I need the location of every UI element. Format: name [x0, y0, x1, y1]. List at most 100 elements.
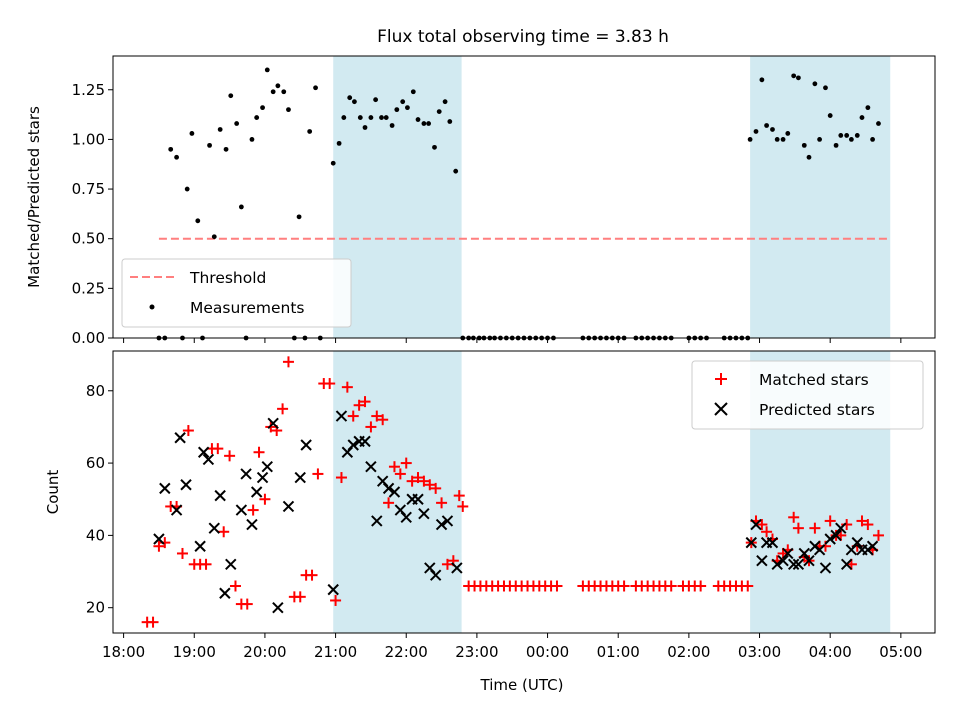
measurement-point	[410, 89, 416, 95]
measurement-point	[453, 168, 459, 174]
matched-star-point	[241, 598, 253, 610]
predicted-star-point	[347, 439, 359, 451]
y-tick-label: 0.50	[72, 230, 105, 248]
predicted-star-point	[771, 558, 783, 571]
predicted-star-point	[388, 486, 401, 498]
y-tick-label: 40	[86, 526, 105, 544]
y-tick-label: 0.00	[72, 329, 105, 347]
predicted-star-point	[792, 558, 805, 571]
matched-star-point	[695, 580, 707, 592]
predicted-star-point	[272, 601, 284, 614]
matched-star-point	[788, 511, 800, 523]
legend-measurement-label: Measurements	[190, 299, 305, 317]
matched-star-point	[388, 461, 400, 473]
bottom-legend: Matched stars Predicted stars	[691, 360, 924, 430]
top-y-axis-label: Matched/Predicted stars	[25, 106, 43, 288]
predicted-star-point	[851, 536, 863, 549]
chart-title: Flux total observing time = 3.83 h	[377, 27, 669, 47]
predicted-star-point	[429, 569, 442, 581]
predicted-star-point	[798, 547, 810, 560]
measurement-point	[817, 137, 822, 142]
bottom-legend-box	[691, 360, 924, 430]
measurement-point	[747, 137, 753, 142]
measurement-point	[234, 121, 240, 126]
predicted-star-point	[400, 511, 412, 524]
predicted-star-point	[787, 558, 800, 571]
predicted-star-point	[756, 554, 768, 567]
matched-star-point	[218, 526, 230, 538]
predicted-star-point	[174, 432, 186, 444]
matched-star-point	[665, 580, 677, 592]
matched-star-point	[282, 356, 294, 368]
predicted-star-point	[256, 471, 269, 484]
matched-star-point	[824, 515, 836, 527]
bottom-y-axis-label: Count	[44, 470, 62, 515]
measurement-point	[436, 109, 442, 115]
matched-star-point	[347, 410, 359, 422]
predicted-star-point	[803, 554, 815, 567]
matched-star-point	[742, 580, 754, 592]
measurement-point	[415, 117, 421, 122]
measurement-point	[207, 142, 212, 148]
predicted-star-point	[214, 489, 226, 502]
matched-star-point	[247, 504, 259, 516]
matched-star-point	[229, 580, 241, 592]
matched-star-point	[424, 479, 436, 491]
measurement-point	[442, 99, 448, 105]
predicted-star-point	[300, 439, 312, 451]
measurement-point	[405, 105, 410, 111]
matched-star-point	[792, 522, 804, 534]
y-tick-label: 20	[86, 599, 105, 617]
measurement-point	[432, 144, 437, 150]
measurement-point	[854, 133, 860, 138]
predicted-star-point	[159, 482, 171, 495]
measurement-point	[184, 186, 190, 192]
measurement-point	[833, 142, 839, 148]
measurement-point	[795, 75, 801, 81]
matched-star-point	[182, 425, 194, 437]
matched-star-point	[436, 497, 448, 509]
measurement-point	[870, 137, 875, 142]
predicted-star-points	[153, 410, 879, 614]
predicted-star-point	[282, 500, 295, 513]
predicted-star-point	[202, 453, 215, 466]
measurement-point	[823, 85, 828, 91]
matched-star-point	[430, 482, 442, 494]
measurement-point	[838, 133, 844, 138]
measurement-point	[859, 115, 865, 120]
measurement-point	[373, 97, 379, 103]
y-tick-label: 0.25	[72, 279, 105, 297]
matched-star-point	[856, 515, 868, 527]
shaded-interval-1	[750, 56, 891, 338]
matched-star-point	[441, 558, 453, 570]
matched-star-point	[809, 522, 821, 534]
matched-star-point	[259, 493, 271, 505]
predicted-star-point	[371, 515, 383, 527]
matched-star-point	[400, 457, 412, 469]
shaded-intervals-top	[333, 56, 891, 338]
top-legend-box	[121, 258, 352, 328]
x-tick-label: 00:00	[526, 643, 569, 661]
predicted-star-point	[782, 547, 794, 560]
matched-star-point	[335, 472, 347, 484]
measurement-point	[189, 131, 195, 136]
measurement-point	[228, 93, 234, 99]
measurement-point	[307, 129, 313, 134]
x-tick-label: 21:00	[314, 643, 357, 661]
measurement-point	[195, 218, 201, 224]
legend-threshold-label: Threshold	[189, 269, 266, 287]
x-tick-label: 18:00	[102, 643, 145, 661]
measurement-point	[844, 133, 850, 138]
measurement-point	[383, 115, 389, 120]
predicted-star-point	[451, 562, 463, 574]
measurement-point	[260, 105, 265, 111]
x-tick-label: 20:00	[243, 643, 286, 661]
measurement-point	[379, 115, 384, 120]
matched-star-point	[200, 558, 212, 570]
y-tick-label: 1.00	[72, 130, 105, 148]
y-tick-label: 1.25	[72, 81, 105, 99]
matched-star-point	[277, 403, 289, 415]
predicted-star-point	[813, 544, 826, 556]
predicted-star-point	[208, 522, 220, 534]
